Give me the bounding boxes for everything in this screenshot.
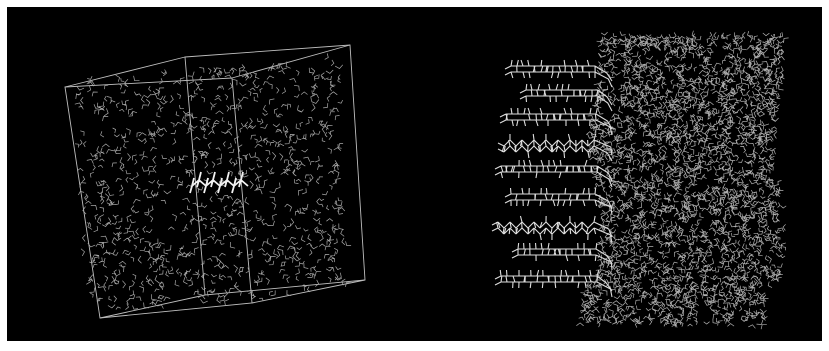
- simulation-views: [0, 0, 829, 351]
- page: (() => { const data = JSON.parse(documen…: [0, 0, 829, 351]
